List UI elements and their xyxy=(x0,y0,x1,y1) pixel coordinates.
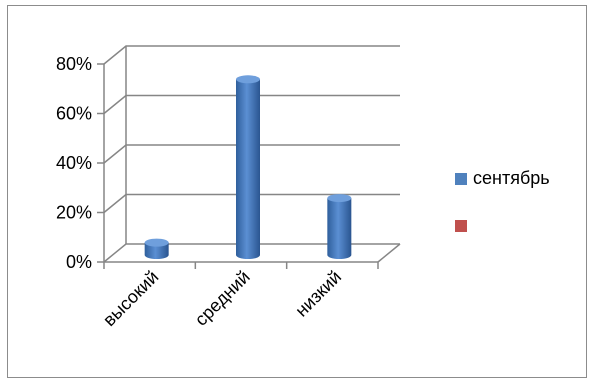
bar-низкий xyxy=(327,194,352,259)
y-tick-label: 0% xyxy=(66,252,92,272)
legend-swatch xyxy=(455,173,467,185)
y-tick-label: 60% xyxy=(56,104,92,124)
bar-высокий xyxy=(144,238,169,259)
x-category-label: низкий xyxy=(291,267,345,321)
legend-label: сентябрь xyxy=(473,168,550,188)
bar-body xyxy=(236,79,260,260)
gridline xyxy=(103,45,400,65)
gridline xyxy=(103,94,400,115)
x-category-label: средний xyxy=(191,267,254,330)
x-category-label: высокий xyxy=(99,267,162,330)
bar-top xyxy=(144,238,169,247)
gridline xyxy=(103,243,400,263)
bar-top xyxy=(236,75,260,84)
legend-entry xyxy=(455,220,467,232)
legend-entry: сентябрь xyxy=(455,168,550,188)
bar-top xyxy=(327,194,352,203)
bar-body xyxy=(327,198,352,259)
bar-средний xyxy=(236,75,260,260)
bar-body xyxy=(144,242,169,259)
gridline xyxy=(103,144,400,164)
floor-right-edge xyxy=(377,243,401,263)
gridline xyxy=(103,193,400,214)
legend-swatch xyxy=(455,220,467,232)
y-tick-label: 80% xyxy=(56,54,92,74)
y-tick-label: 40% xyxy=(56,153,92,173)
y-tick-label: 20% xyxy=(56,203,92,223)
